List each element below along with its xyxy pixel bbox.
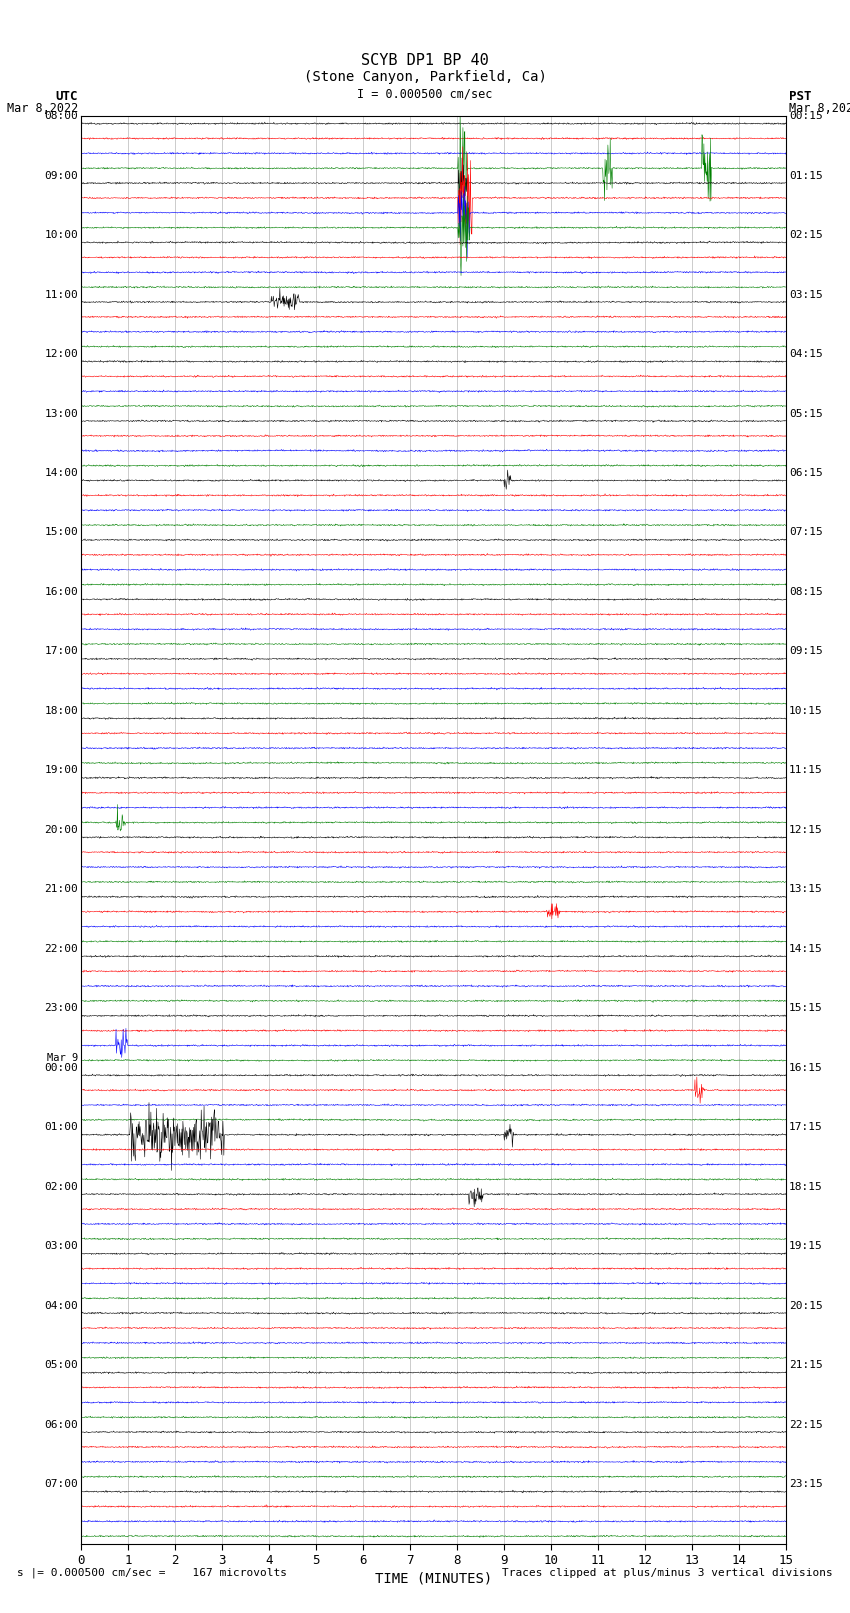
Text: 05:15: 05:15	[789, 408, 823, 418]
Text: 04:00: 04:00	[44, 1300, 78, 1311]
Text: 08:00: 08:00	[44, 111, 78, 121]
Text: 03:15: 03:15	[789, 290, 823, 300]
Text: 20:15: 20:15	[789, 1300, 823, 1311]
Text: 12:15: 12:15	[789, 824, 823, 836]
Text: (Stone Canyon, Parkfield, Ca): (Stone Canyon, Parkfield, Ca)	[303, 71, 547, 84]
Text: 06:15: 06:15	[789, 468, 823, 477]
Text: 16:15: 16:15	[789, 1063, 823, 1073]
Text: Traces clipped at plus/minus 3 vertical divisions: Traces clipped at plus/minus 3 vertical …	[502, 1568, 833, 1578]
Text: 07:00: 07:00	[44, 1479, 78, 1489]
Text: Mar 9: Mar 9	[47, 1053, 78, 1063]
Text: 23:15: 23:15	[789, 1479, 823, 1489]
Text: 07:15: 07:15	[789, 527, 823, 537]
Text: UTC: UTC	[56, 90, 78, 103]
Text: 02:15: 02:15	[789, 231, 823, 240]
Text: 18:00: 18:00	[44, 706, 78, 716]
Text: 21:00: 21:00	[44, 884, 78, 894]
Text: 12:00: 12:00	[44, 348, 78, 360]
Text: 00:15: 00:15	[789, 111, 823, 121]
Text: 22:15: 22:15	[789, 1419, 823, 1429]
Text: 16:00: 16:00	[44, 587, 78, 597]
X-axis label: TIME (MINUTES): TIME (MINUTES)	[375, 1571, 492, 1586]
Text: 14:00: 14:00	[44, 468, 78, 477]
Text: 04:15: 04:15	[789, 348, 823, 360]
Text: 05:00: 05:00	[44, 1360, 78, 1369]
Text: 11:15: 11:15	[789, 766, 823, 776]
Text: 11:00: 11:00	[44, 290, 78, 300]
Text: s |= 0.000500 cm/sec =    167 microvolts: s |= 0.000500 cm/sec = 167 microvolts	[17, 1568, 287, 1578]
Text: 08:15: 08:15	[789, 587, 823, 597]
Text: SCYB DP1 BP 40: SCYB DP1 BP 40	[361, 53, 489, 68]
Text: 09:15: 09:15	[789, 647, 823, 656]
Text: 10:00: 10:00	[44, 231, 78, 240]
Text: 01:00: 01:00	[44, 1123, 78, 1132]
Text: PST: PST	[789, 90, 811, 103]
Text: 22:00: 22:00	[44, 944, 78, 953]
Text: 01:15: 01:15	[789, 171, 823, 181]
Text: 15:15: 15:15	[789, 1003, 823, 1013]
Text: 00:00: 00:00	[44, 1063, 78, 1073]
Text: 02:00: 02:00	[44, 1182, 78, 1192]
Text: 03:00: 03:00	[44, 1242, 78, 1252]
Text: 10:15: 10:15	[789, 706, 823, 716]
Text: I = 0.000500 cm/sec: I = 0.000500 cm/sec	[357, 87, 493, 100]
Text: Mar 8,2022: Mar 8,2022	[7, 102, 78, 115]
Text: 13:00: 13:00	[44, 408, 78, 418]
Text: 17:00: 17:00	[44, 647, 78, 656]
Text: Mar 8,2022: Mar 8,2022	[789, 102, 850, 115]
Text: 23:00: 23:00	[44, 1003, 78, 1013]
Text: 14:15: 14:15	[789, 944, 823, 953]
Text: 13:15: 13:15	[789, 884, 823, 894]
Text: 06:00: 06:00	[44, 1419, 78, 1429]
Text: 09:00: 09:00	[44, 171, 78, 181]
Text: 19:15: 19:15	[789, 1242, 823, 1252]
Text: 18:15: 18:15	[789, 1182, 823, 1192]
Text: 20:00: 20:00	[44, 824, 78, 836]
Text: 19:00: 19:00	[44, 766, 78, 776]
Text: 17:15: 17:15	[789, 1123, 823, 1132]
Text: 15:00: 15:00	[44, 527, 78, 537]
Text: 21:15: 21:15	[789, 1360, 823, 1369]
